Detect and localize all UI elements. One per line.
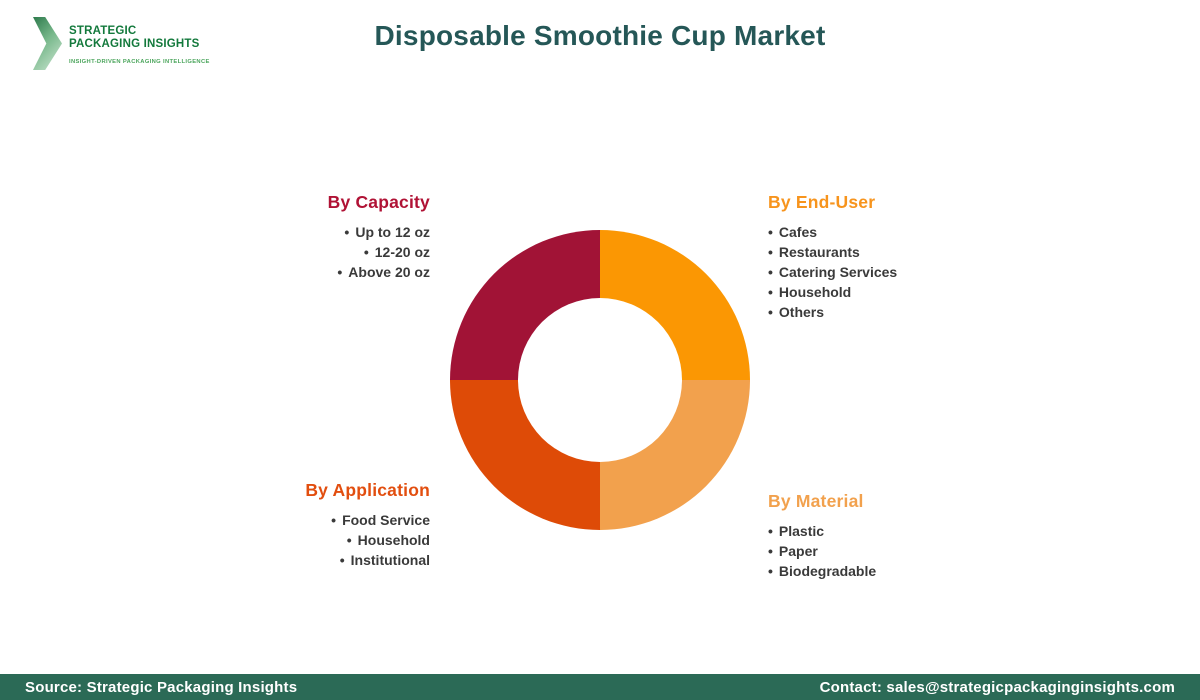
list-item: • Biodegradable <box>768 561 998 581</box>
list-item: • Others <box>768 302 998 322</box>
section-heading-application: By Application <box>305 480 430 500</box>
logo-line1: STRATEGIC <box>69 25 137 37</box>
logo-text-block: STRATEGIC PACKAGING INSIGHTS INSIGHT-DRI… <box>69 17 210 70</box>
list-item: • Up to 12 oz <box>200 222 430 242</box>
list-item-label: Plastic <box>778 523 825 539</box>
list-item-label: Paper <box>778 543 818 559</box>
section-by-capacity: By Capacity • Up to 12 oz • 12-20 oz • Above … <box>200 192 430 282</box>
section-by-application: By Application • Food Service • Household • I… <box>200 480 430 570</box>
bullet-icon: • <box>768 304 773 320</box>
section-list-capacity: • Up to 12 oz • 12-20 oz • Above 20 oz <box>200 222 430 282</box>
bullet-icon: • <box>344 224 350 240</box>
list-item: • Plastic <box>768 521 998 541</box>
list-item-label: Up to 12 oz <box>355 224 430 240</box>
bullet-icon: • <box>768 224 773 240</box>
list-item: • Cafes <box>768 222 998 242</box>
bullet-icon: • <box>768 543 773 559</box>
list-item-label: Biodegradable <box>778 563 877 579</box>
list-item-label: Institutional <box>350 552 430 568</box>
page-title: Disposable Smoothie Cup Market <box>374 20 826 51</box>
list-item: • Household <box>200 530 430 550</box>
list-item-label: Household <box>778 284 852 300</box>
list-item-label: Above 20 oz <box>348 264 430 280</box>
section-heading-material: By Material <box>768 491 864 511</box>
section-by-end-user: By End-User • Cafes • Restaurants • Catering … <box>768 192 998 322</box>
footer-bar: Source: Strategic Packaging Insights Con… <box>0 674 1200 700</box>
bullet-icon: • <box>768 244 773 260</box>
list-item-label: Food Service <box>342 512 430 528</box>
logo-tagline: INSIGHT-DRIVEN PACKAGING INTELLIGENCE <box>69 59 210 65</box>
list-item-label: Household <box>357 532 430 548</box>
bullet-icon: • <box>363 244 369 260</box>
brand-logo: STRATEGIC PACKAGING INSIGHTS INSIGHT-DRI… <box>33 17 210 70</box>
section-list-application: • Food Service • Household • Institutional <box>200 510 430 570</box>
footer-source: Source: Strategic Packaging Insights <box>25 678 298 696</box>
bullet-icon: • <box>346 532 352 548</box>
logo-line2: PACKAGING INSIGHTS <box>69 37 200 50</box>
donut-hole <box>518 298 682 462</box>
list-item: • Food Service <box>200 510 430 530</box>
donut-chart <box>450 230 750 530</box>
bullet-icon: • <box>331 512 337 528</box>
list-item: • Restaurants <box>768 242 998 262</box>
list-item: • Household <box>768 282 998 302</box>
list-item: • 12-20 oz <box>200 242 430 262</box>
bullet-icon: • <box>768 264 773 280</box>
bullet-icon: • <box>768 563 773 579</box>
list-item-label: Catering Services <box>778 264 898 280</box>
list-item-label: 12-20 oz <box>374 244 430 260</box>
list-item-label: Cafes <box>778 224 818 240</box>
section-by-material: By Material • Plastic • Paper • Biodegradable <box>768 491 998 581</box>
section-list-end-user: • Cafes • Restaurants • Catering Services • Hou… <box>768 222 998 322</box>
section-heading-end-user: By End-User <box>768 192 876 212</box>
bullet-icon: • <box>768 523 773 539</box>
footer-contact: Contact: sales@strategicpackaginginsight… <box>819 678 1175 696</box>
list-item-label: Others <box>778 304 825 320</box>
list-item: • Catering Services <box>768 262 998 282</box>
section-heading-capacity: By Capacity <box>327 192 430 212</box>
list-item: • Above 20 oz <box>200 262 430 282</box>
bullet-icon: • <box>337 264 343 280</box>
section-list-material: • Plastic • Paper • Biodegradable <box>768 521 998 581</box>
bullet-icon: • <box>768 284 773 300</box>
bullet-icon: • <box>339 552 345 568</box>
list-item: • Institutional <box>200 550 430 570</box>
list-item: • Paper <box>768 541 998 561</box>
list-item-label: Restaurants <box>778 244 860 260</box>
